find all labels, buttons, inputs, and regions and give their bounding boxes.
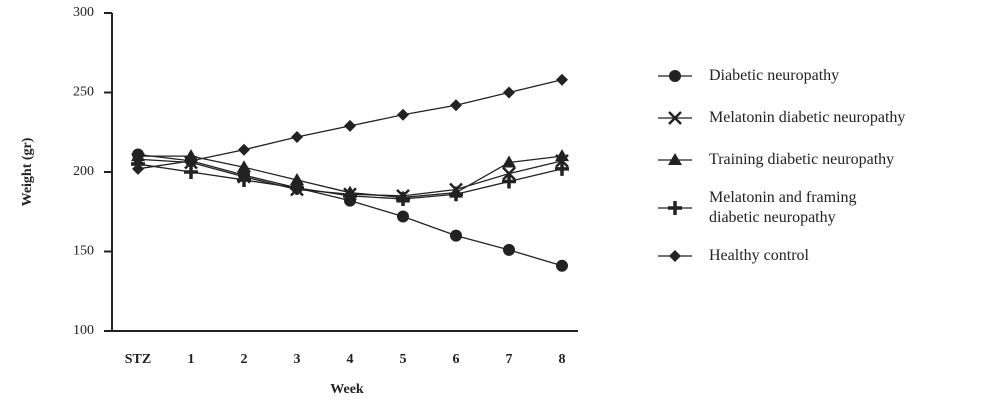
marker <box>237 160 251 173</box>
x-tick-label: 2 <box>241 352 248 367</box>
marker <box>502 155 516 168</box>
legend-item: Diabetic neuropathy <box>655 55 985 97</box>
x-tick-label: 7 <box>506 352 513 367</box>
marker <box>502 166 516 181</box>
marker <box>555 149 569 162</box>
marker <box>397 108 409 121</box>
legend: Diabetic neuropathy Melatonin diabetic ne… <box>655 55 985 277</box>
marker <box>131 149 145 162</box>
x-axis-label: Week <box>330 382 364 397</box>
marker <box>556 73 568 86</box>
marker <box>238 143 250 156</box>
legend-label: Diabetic neuropathy <box>709 67 840 84</box>
marker <box>396 192 410 207</box>
legend-symbol <box>658 111 692 125</box>
legend-item: Melatonin and framing diabetic neuropath… <box>655 181 985 235</box>
marker <box>343 188 357 203</box>
y-tick-label: 300 <box>73 5 94 20</box>
y-tick-label: 200 <box>73 164 94 179</box>
marker <box>290 180 304 195</box>
marker <box>184 165 198 179</box>
marker <box>502 174 516 189</box>
marker <box>503 243 515 256</box>
legend-item: Melatonin diabetic neuropathy <box>655 97 985 139</box>
marker <box>290 172 304 185</box>
x-tick-label: 1 <box>188 352 195 367</box>
legend-symbol <box>658 153 692 165</box>
x-tick-label: 3 <box>294 352 301 367</box>
x-tick-label: 5 <box>400 352 407 367</box>
x-tick-label: STZ <box>125 352 151 367</box>
legend-item: Training diabetic neuropathy <box>655 139 985 181</box>
marker <box>344 119 356 132</box>
marker <box>503 86 515 99</box>
series-line <box>137 153 563 267</box>
legend-symbol <box>658 250 692 262</box>
legend-label: Healthy control <box>709 247 809 264</box>
y-tick-label: 100 <box>73 323 94 338</box>
x-tick-label: 4 <box>347 352 354 367</box>
chart: Weight (gr) Week 100 150 200 250 300 STZ 1 2 3 4 5… <box>20 5 578 397</box>
marker <box>185 154 197 167</box>
legend-label: Training diabetic neuropathy <box>709 151 895 168</box>
marker <box>669 70 681 82</box>
marker <box>397 210 409 223</box>
marker <box>291 131 303 144</box>
marker <box>668 201 682 215</box>
marker <box>556 259 568 272</box>
x-tick-label: 6 <box>453 352 460 367</box>
legend-symbol <box>658 70 692 82</box>
y-tick-label: 250 <box>73 85 94 100</box>
marker <box>450 99 462 112</box>
legend-label: Melatonin and framing diabetic neuropath… <box>709 189 857 226</box>
marker <box>555 161 569 176</box>
marker <box>669 250 681 262</box>
marker <box>237 172 251 187</box>
marker <box>132 162 144 175</box>
y-tick-label: 150 <box>73 244 94 259</box>
marker <box>449 187 463 202</box>
x-tick-label: 8 <box>559 352 566 367</box>
marker <box>668 111 682 125</box>
legend-label: Melatonin diabetic neuropathy <box>709 109 906 126</box>
marker <box>450 229 462 242</box>
legend-symbol <box>658 201 692 215</box>
legend-item: Healthy control <box>655 235 985 277</box>
y-axis-label: Weight (gr) <box>20 137 35 206</box>
marker <box>668 153 682 165</box>
